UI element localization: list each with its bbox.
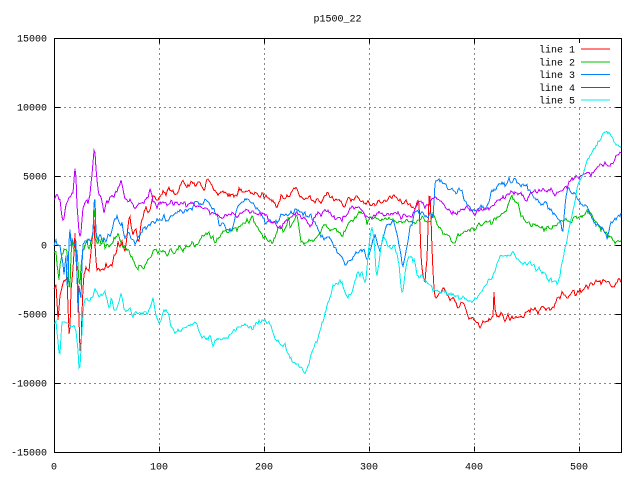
svg-text:300: 300 xyxy=(360,463,378,474)
svg-text:line 2: line 2 xyxy=(539,57,575,69)
svg-text:-5000: -5000 xyxy=(17,311,47,322)
svg-text:p1500_22: p1500_22 xyxy=(313,15,361,26)
svg-text:-15000: -15000 xyxy=(11,449,47,460)
svg-text:line 3: line 3 xyxy=(539,70,575,82)
svg-text:100: 100 xyxy=(150,463,168,474)
svg-text:line 4: line 4 xyxy=(539,83,575,95)
svg-text:5000: 5000 xyxy=(23,173,47,184)
svg-text:10000: 10000 xyxy=(17,104,47,115)
svg-text:0: 0 xyxy=(41,242,47,253)
svg-text:0: 0 xyxy=(51,463,57,474)
svg-text:line 5: line 5 xyxy=(539,96,575,108)
svg-text:line 1: line 1 xyxy=(539,45,575,57)
svg-text:-10000: -10000 xyxy=(11,380,47,391)
svg-text:15000: 15000 xyxy=(17,35,47,46)
svg-text:500: 500 xyxy=(570,463,588,474)
svg-text:200: 200 xyxy=(255,463,273,474)
svg-text:400: 400 xyxy=(465,463,483,474)
